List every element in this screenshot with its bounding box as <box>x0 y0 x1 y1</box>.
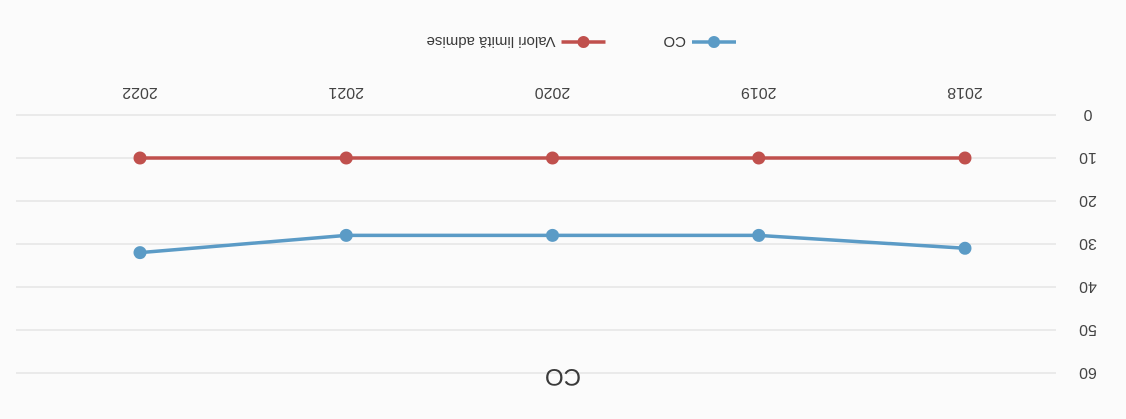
series-co <box>133 228 972 260</box>
chart-title: CO <box>545 363 581 390</box>
x-tick-label: 2022 <box>122 84 158 101</box>
x-tick-label: 2020 <box>535 84 571 101</box>
legend-swatch-marker <box>708 36 720 48</box>
y-tick-label: 40 <box>1079 278 1097 295</box>
data-point <box>339 151 353 165</box>
data-point <box>752 151 766 165</box>
y-tick-label: 50 <box>1079 321 1097 338</box>
legend-label: CO <box>664 33 687 50</box>
data-point <box>133 151 147 165</box>
x-tick-label: 2018 <box>947 84 983 101</box>
data-point <box>958 151 972 165</box>
series-lines <box>133 151 972 260</box>
y-tick-label: 30 <box>1079 235 1097 252</box>
series-valori-limit-admise <box>133 151 972 165</box>
y-tick-label: 60 <box>1079 364 1097 381</box>
data-point <box>133 246 147 260</box>
y-tick-label: 20 <box>1079 192 1097 209</box>
x-tick-label: 2019 <box>741 84 777 101</box>
x-tick-label: 2021 <box>328 84 364 101</box>
y-axis-ticks: 0 10 20 30 40 50 60 <box>1079 106 1097 381</box>
legend: CO Valori limită admise <box>427 33 736 50</box>
legend-item: CO <box>664 33 736 50</box>
data-point <box>752 228 766 242</box>
data-point <box>546 151 559 165</box>
data-point <box>546 228 559 242</box>
y-tick-label: 0 <box>1083 106 1092 123</box>
x-axis-ticks: 2018 2019 2020 2021 2022 <box>122 84 983 101</box>
data-point <box>958 241 972 255</box>
legend-item: Valori limită admise <box>427 33 606 50</box>
legend-swatch-marker <box>577 36 590 48</box>
legend-label: Valori limită admise <box>427 33 556 50</box>
y-tick-label: 10 <box>1079 149 1097 166</box>
data-point <box>339 228 353 242</box>
